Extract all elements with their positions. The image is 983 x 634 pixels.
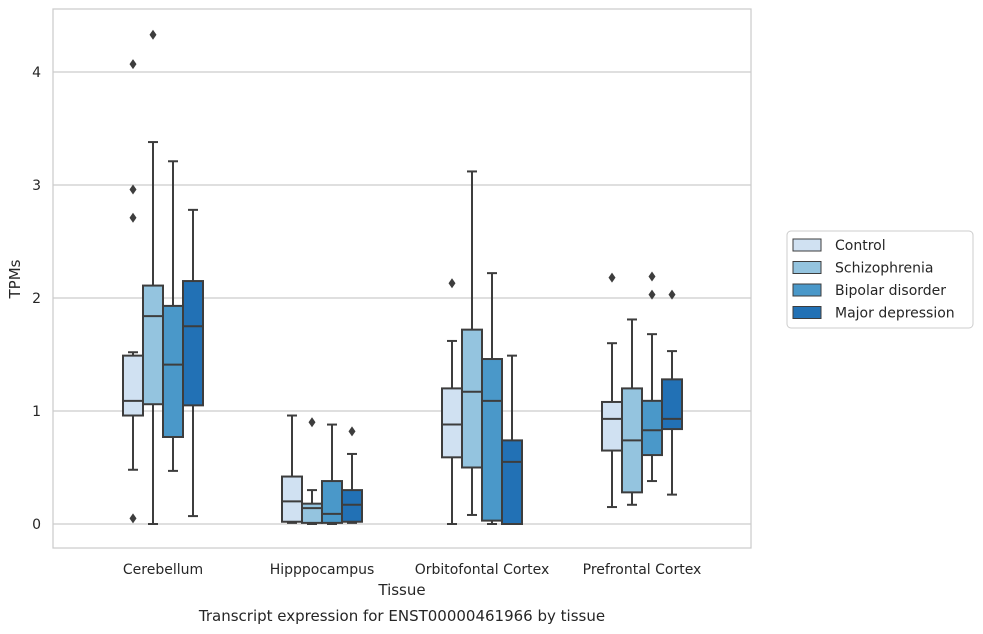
outlier-point: [129, 513, 137, 524]
legend-label: Schizophrenia: [835, 261, 933, 277]
box-iqr: [441, 387, 463, 459]
outlier-point: [129, 184, 137, 195]
box-iqr: [162, 304, 184, 438]
box-control: [601, 272, 623, 509]
box-iqr: [641, 399, 663, 457]
outlier-point: [648, 289, 656, 300]
box-schizophrenia: [621, 318, 643, 506]
box-iqr: [182, 280, 204, 407]
box-bipolar-disorder: [641, 271, 663, 483]
y-axis-ticks: 0 1 2 3 4: [32, 65, 41, 533]
box-bipolar-disorder: [162, 160, 184, 472]
y-tick-label: 1: [32, 404, 41, 420]
box-major-depression: [182, 208, 204, 518]
box-major-depression: [661, 289, 683, 496]
y-tick-label: 0: [32, 517, 41, 533]
box-iqr: [122, 354, 144, 417]
y-tick-label: 3: [32, 178, 41, 194]
box-iqr: [601, 400, 623, 452]
box-iqr: [481, 358, 503, 522]
legend-label: Major depression: [835, 306, 955, 322]
outlier-point: [149, 29, 157, 40]
legend-items: Control Schizophrenia Bipolar disorder Majo…: [792, 238, 955, 322]
legend-swatch: [792, 306, 822, 319]
box-iqr: [321, 480, 343, 524]
box-iqr: [341, 489, 363, 523]
outlier-point: [668, 289, 676, 300]
box-iqr: [301, 502, 323, 524]
outlier-point: [348, 426, 356, 437]
x-tick-label: Hipppocampus: [270, 562, 375, 578]
x-tick-label: Cerebellum: [123, 562, 203, 578]
y-tick-label: 2: [32, 291, 41, 307]
outlier-point: [448, 278, 456, 289]
box-iqr: [281, 475, 303, 523]
box-schizophrenia: [142, 29, 164, 525]
outlier-point: [608, 272, 616, 283]
chart-caption: Transcript expression for ENST0000046196…: [198, 607, 605, 625]
legend-label: Bipolar disorder: [835, 283, 946, 299]
legend: Control Schizophrenia Bipolar disorder Majo…: [786, 230, 974, 329]
x-axis-label: Tissue: [377, 581, 425, 599]
box-schizophrenia: [301, 417, 323, 525]
x-tick-label: Orbitofontal Cortex: [415, 562, 550, 578]
box-control: [122, 59, 144, 524]
outlier-point: [129, 212, 137, 223]
legend-swatch: [792, 238, 822, 252]
box-iqr: [461, 328, 483, 469]
box-control: [281, 414, 303, 524]
box-bipolar-disorder: [481, 272, 503, 525]
legend-swatch: [792, 283, 822, 297]
box-iqr: [501, 439, 523, 526]
outlier-point: [129, 59, 137, 70]
box-iqr: [142, 284, 164, 406]
outlier-point: [648, 271, 656, 282]
x-tick-label: Prefrontal Cortex: [583, 562, 702, 578]
box-plot-series: [122, 29, 683, 526]
box-iqr: [661, 378, 683, 431]
x-axis-ticks: Cerebellum Hipppocampus Orbitofontal Corte…: [123, 562, 701, 578]
y-tick-label: 4: [32, 65, 41, 81]
box-bipolar-disorder: [321, 423, 343, 525]
box-control: [441, 278, 463, 525]
box-major-depression: [501, 354, 523, 526]
plot-frame: [52, 8, 752, 549]
legend-label: Control: [835, 238, 886, 254]
outlier-point: [308, 417, 316, 428]
legend-swatch: [792, 261, 822, 274]
box-schizophrenia: [461, 170, 483, 516]
box-major-depression: [341, 426, 363, 524]
legend-frame: [786, 230, 974, 329]
y-axis-label: TPMs: [6, 259, 24, 299]
